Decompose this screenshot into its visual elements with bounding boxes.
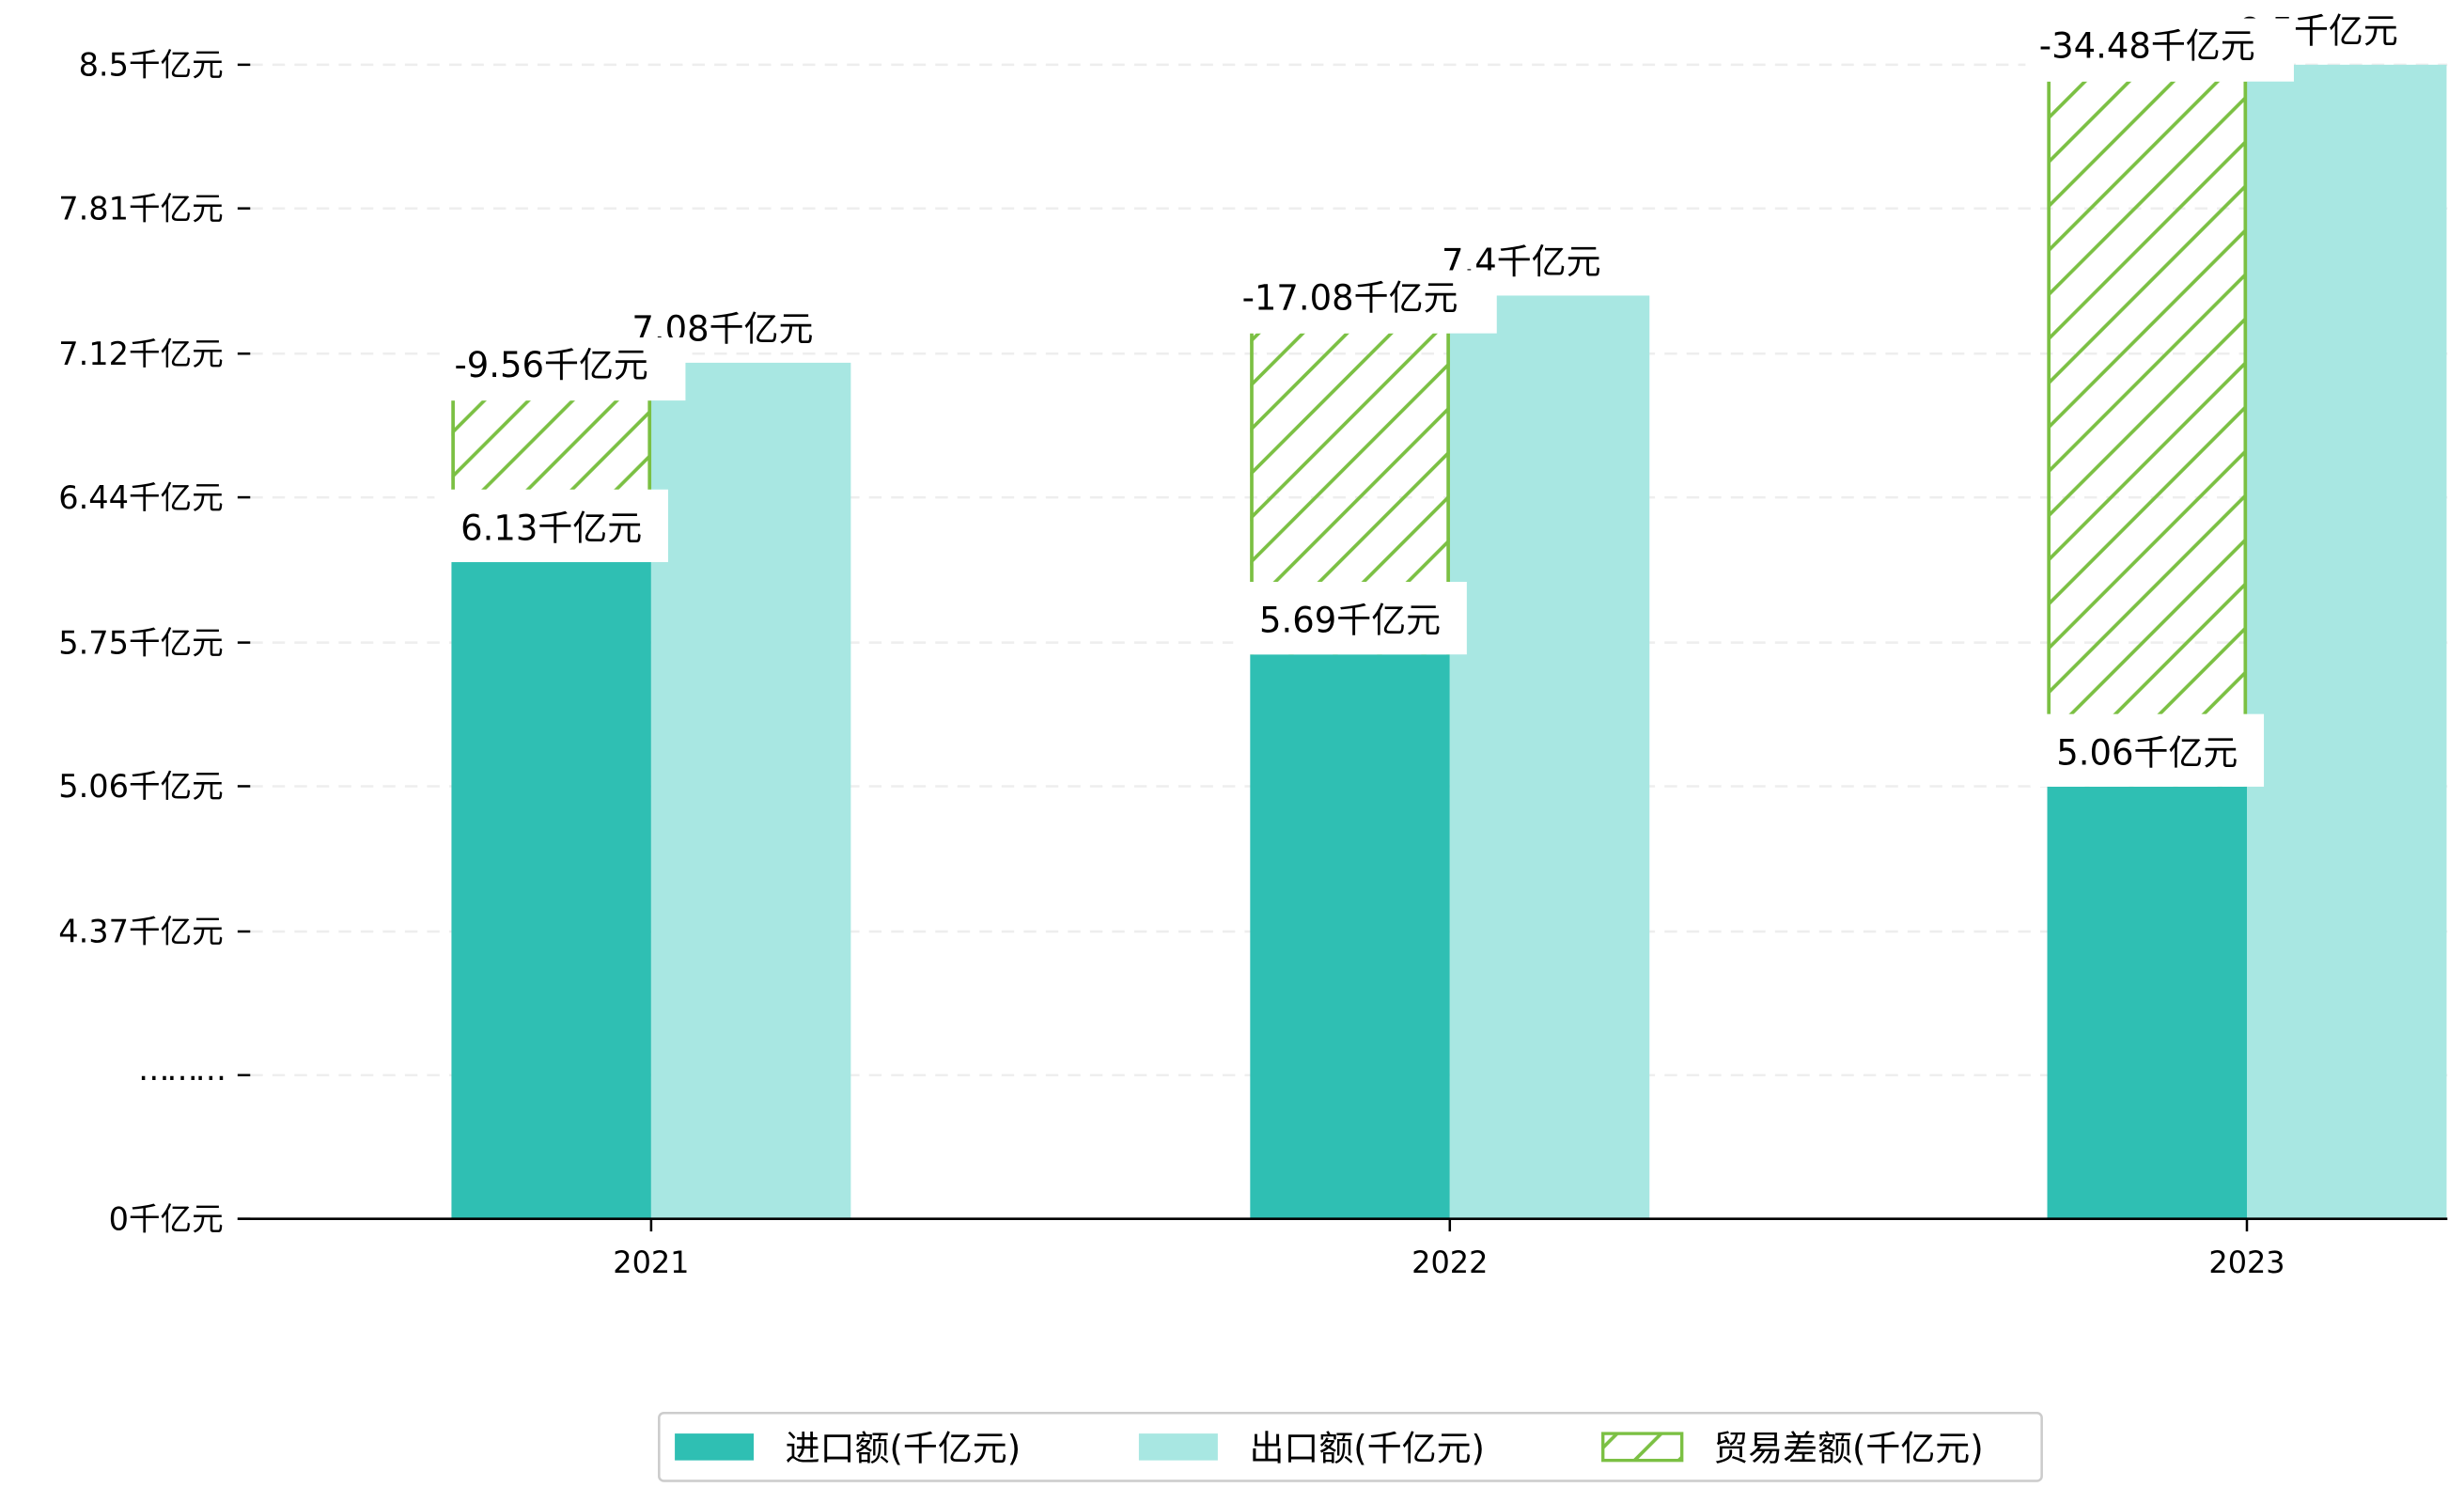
y-tick-label: 6.44千亿元 (58, 479, 224, 516)
balance-value-label: -9.56千亿元 (454, 345, 647, 385)
import-bar (2047, 786, 2247, 1219)
legend: 进口额(千亿元) 出口额(千亿元) 贸易差额(千亿元) (658, 1412, 2043, 1482)
import-bar (1250, 654, 1450, 1219)
trade-balance-bar (2047, 81, 2247, 787)
axes: 0千亿元 ……… 4.37千亿元 5.06千亿元 5.75千亿元 6.44千亿元 7.12千… (58, 47, 2448, 1280)
balance-value-label: -34.48千亿元 (2039, 26, 2255, 67)
y-tick-label: 8.5千亿元 (79, 47, 224, 84)
legend-swatch (675, 1433, 755, 1461)
legend-label: 出口额(千亿元) (1249, 1429, 1484, 1469)
y-tick-label: 4.37千亿元 (58, 914, 224, 950)
import-label-box (434, 489, 668, 563)
import-value-label: 5.06千亿元 (2056, 732, 2238, 773)
x-tick-label: 2023 (2208, 1245, 2285, 1280)
balance-label-box (442, 337, 686, 401)
import-value-label: 6.13千亿元 (460, 509, 642, 549)
y-tick-label: 7.81千亿元 (58, 190, 224, 227)
y-tick-label: 5.75千亿元 (58, 624, 224, 661)
x-tick-label: 2021 (613, 1245, 689, 1280)
bars (451, 64, 2447, 1219)
legend-label: 贸易差额(千亿元) (1713, 1429, 1983, 1469)
legend-swatch (1601, 1432, 1684, 1463)
y-tick-label: 7.12千亿元 (58, 336, 224, 372)
export-bar (650, 362, 851, 1219)
y-tick-label: 0千亿元 (109, 1200, 224, 1237)
import-label-box (2030, 713, 2265, 787)
export-bar (1449, 295, 1650, 1219)
import-bar (451, 562, 651, 1219)
import-label-box (1233, 581, 1467, 655)
import-value-label: 5.69千亿元 (1259, 601, 1441, 641)
legend-label: 进口额(千亿元) (786, 1429, 1021, 1469)
balance-label-box (1228, 270, 1497, 334)
balance-label-box (2025, 18, 2294, 82)
y-tick-label: 5.06千亿元 (58, 768, 224, 805)
y-tick-label: ……… (138, 1051, 224, 1088)
data-labels: 7.08千亿元6.13千亿元-9.56千亿元7.4千亿元5.69千亿元-17.0… (434, 10, 2398, 787)
x-tick-label: 2022 (1411, 1245, 1488, 1280)
balance-value-label: -17.08千亿元 (1242, 277, 1458, 318)
legend-box (658, 1412, 2043, 1482)
export-bar (2246, 64, 2447, 1219)
legend-swatch (1138, 1433, 1218, 1461)
